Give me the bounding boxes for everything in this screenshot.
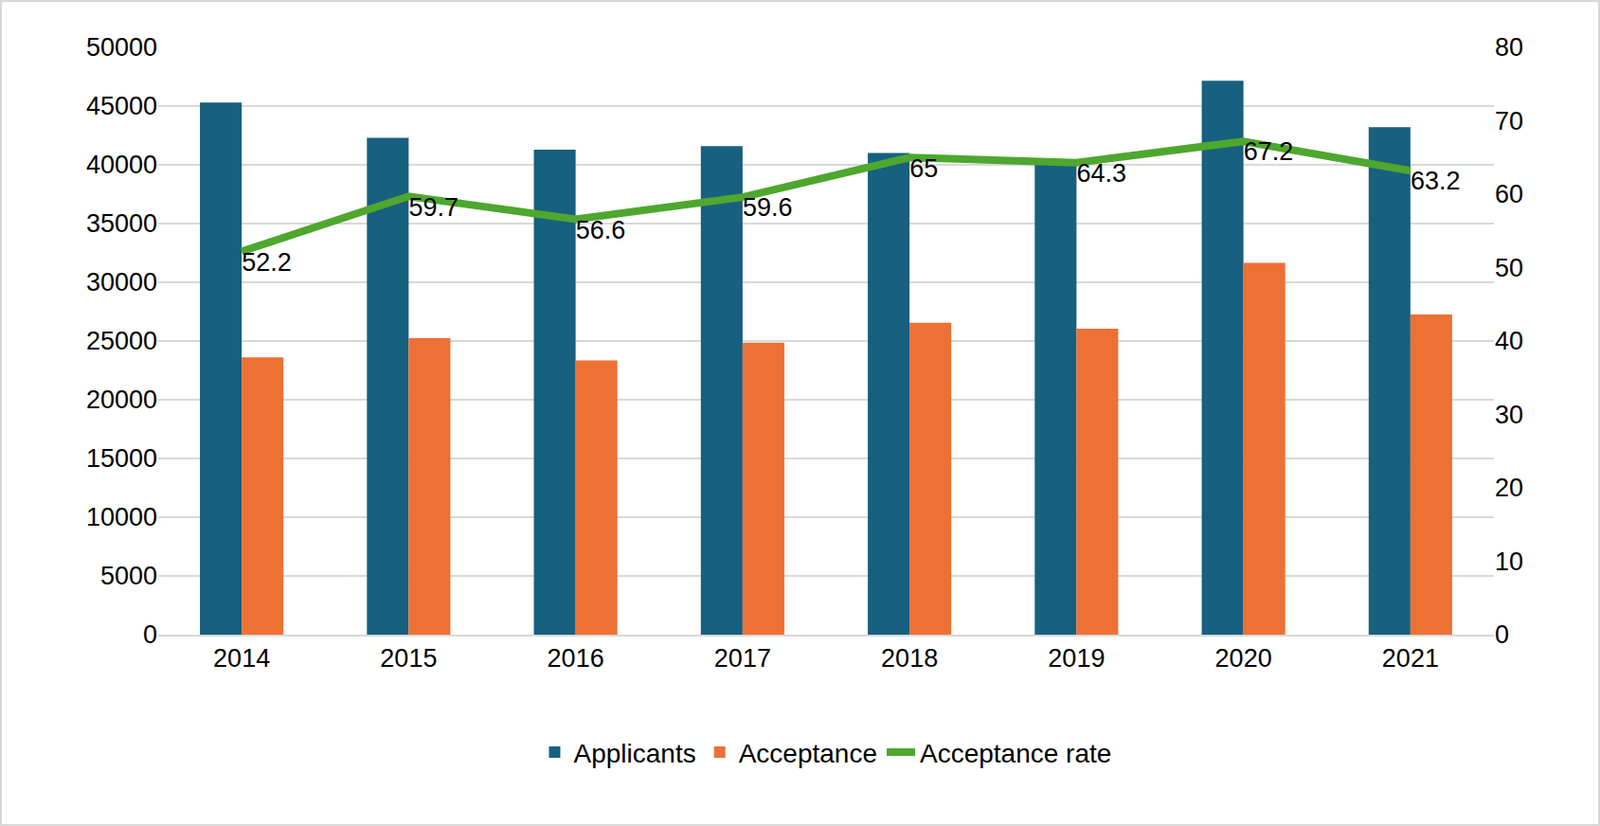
svg-text:56.6: 56.6 <box>575 215 627 245</box>
svg-text:20: 20 <box>1494 473 1524 503</box>
svg-text:30: 30 <box>1494 400 1524 430</box>
svg-text:0: 0 <box>1494 620 1510 649</box>
svg-text:2017: 2017 <box>714 644 772 673</box>
svg-text:50: 50 <box>1494 253 1524 283</box>
svg-text:30000: 30000 <box>86 268 158 297</box>
svg-text:60: 60 <box>1494 179 1524 209</box>
svg-text:50000: 50000 <box>86 33 158 62</box>
svg-text:10000: 10000 <box>86 503 158 532</box>
svg-text:2019: 2019 <box>1047 644 1105 673</box>
svg-text:63.2: 63.2 <box>1410 166 1461 196</box>
svg-text:65: 65 <box>909 154 938 183</box>
svg-text:35000: 35000 <box>86 209 158 238</box>
svg-text:5000: 5000 <box>100 561 158 591</box>
svg-text:45000: 45000 <box>86 91 158 121</box>
svg-text:0: 0 <box>143 620 158 649</box>
svg-text:20000: 20000 <box>86 385 158 414</box>
svg-text:52.2: 52.2 <box>241 248 292 277</box>
svg-text:70: 70 <box>1494 107 1524 136</box>
svg-text:Applicants: Applicants <box>574 738 697 769</box>
svg-text:40: 40 <box>1494 326 1524 356</box>
svg-text:25000: 25000 <box>86 326 158 356</box>
svg-text:59.6: 59.6 <box>742 193 793 222</box>
svg-text:15000: 15000 <box>86 444 158 473</box>
svg-text:2018: 2018 <box>880 644 938 673</box>
svg-text:2014: 2014 <box>213 644 270 673</box>
svg-text:2020: 2020 <box>1215 644 1273 673</box>
svg-text:2016: 2016 <box>547 644 605 673</box>
svg-text:Acceptance: Acceptance <box>738 738 878 769</box>
svg-text:40000: 40000 <box>86 150 158 180</box>
svg-text:67.2: 67.2 <box>1243 137 1295 166</box>
svg-text:64.3: 64.3 <box>1076 159 1127 188</box>
svg-text:Acceptance rate: Acceptance rate <box>919 738 1112 769</box>
svg-text:59.7: 59.7 <box>408 193 459 222</box>
svg-text:2015: 2015 <box>379 644 437 673</box>
svg-text:2021: 2021 <box>1382 644 1439 673</box>
svg-text:10: 10 <box>1494 547 1524 576</box>
svg-text:80: 80 <box>1494 33 1524 62</box>
